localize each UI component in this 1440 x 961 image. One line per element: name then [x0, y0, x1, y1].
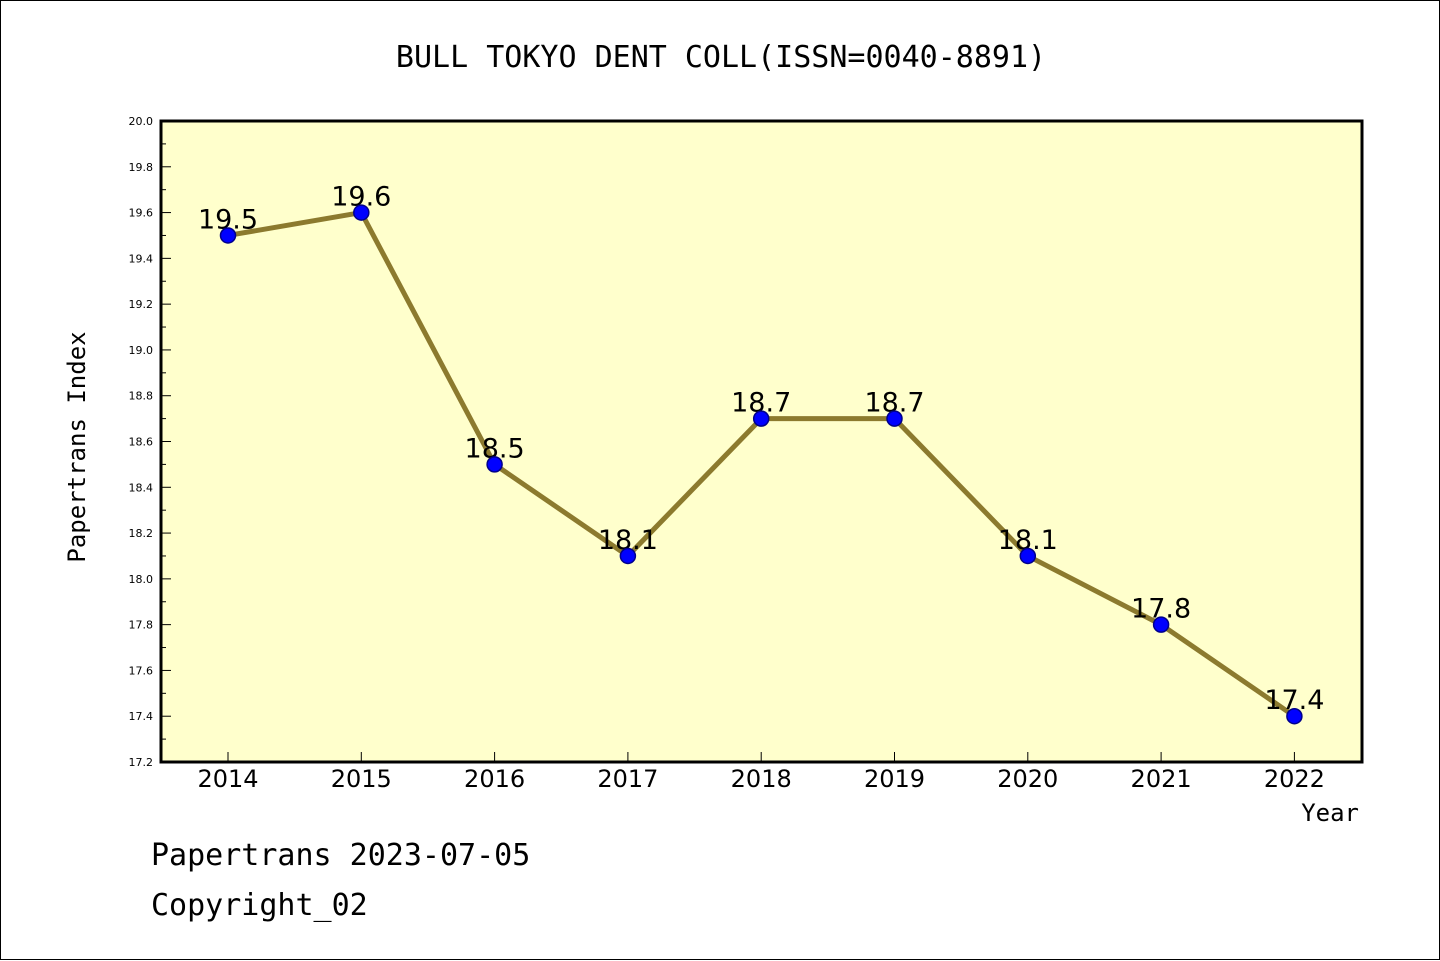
footer-date: Papertrans 2023-07-05	[151, 838, 530, 873]
y-tick-label: 19.0	[129, 344, 154, 357]
y-tick-label: 19.6	[129, 207, 154, 220]
y-tick-label: 19.8	[129, 161, 154, 174]
plot-area	[159, 119, 1364, 764]
data-point-marker	[619, 547, 637, 565]
y-tick-label: 17.6	[129, 664, 154, 677]
x-tick-label: 2018	[731, 765, 792, 793]
footer-copyright: Copyright_02	[151, 888, 368, 923]
x-tick-label: 2020	[997, 765, 1058, 793]
series-layer: 19.519.618.518.118.7 18.718.117.817.4	[198, 182, 1324, 725]
y-tick-label: 19.4	[129, 252, 154, 265]
y-tick-label: 17.2	[129, 756, 154, 769]
x-tick-label: 2015	[331, 765, 392, 793]
x-tick-label: 2017	[597, 765, 658, 793]
data-point-marker	[1019, 547, 1037, 565]
chart-title: BULL TOKYO DENT COLL(ISSN=0040-8891)	[396, 40, 1046, 75]
y-tick-label: 17.4	[129, 710, 154, 723]
x-tick-label: 2022	[1264, 765, 1325, 793]
data-point-marker	[1286, 707, 1303, 725]
data-point-marker	[353, 204, 370, 221]
data-point-marker	[752, 410, 770, 427]
y-tick-label: 17.8	[129, 619, 154, 632]
y-tick-label: 18.0	[129, 573, 154, 586]
x-tick-label: 2021	[1131, 765, 1192, 793]
x-axis-label: Year	[1301, 799, 1359, 827]
data-point-marker	[219, 227, 237, 244]
x-tick-label: 2016	[464, 765, 525, 793]
y-tick-label: 18.2	[129, 527, 154, 540]
data-point-marker	[886, 410, 903, 427]
data-point-marker	[486, 456, 503, 473]
y-axis: 17.2 17.4 17.6 17.8 18.0 18.2 18.4 18.6 18.8 19.0…	[129, 115, 171, 769]
y-axis-label: Papertrans Index	[63, 331, 91, 562]
y-tick-label: 20.0	[129, 115, 154, 128]
y-tick-label: 18.4	[129, 481, 154, 494]
x-tick-label: 2014	[197, 765, 258, 793]
y-tick-label: 18.8	[129, 390, 154, 403]
data-point-marker	[1152, 616, 1170, 633]
y-tick-label: 19.2	[129, 298, 154, 311]
x-tick-label: 2019	[864, 765, 925, 793]
x-axis: 2014 2015 2016 2017 2018 2019 2020 2021 2022	[197, 752, 1325, 793]
y-tick-label: 18.6	[129, 436, 154, 449]
